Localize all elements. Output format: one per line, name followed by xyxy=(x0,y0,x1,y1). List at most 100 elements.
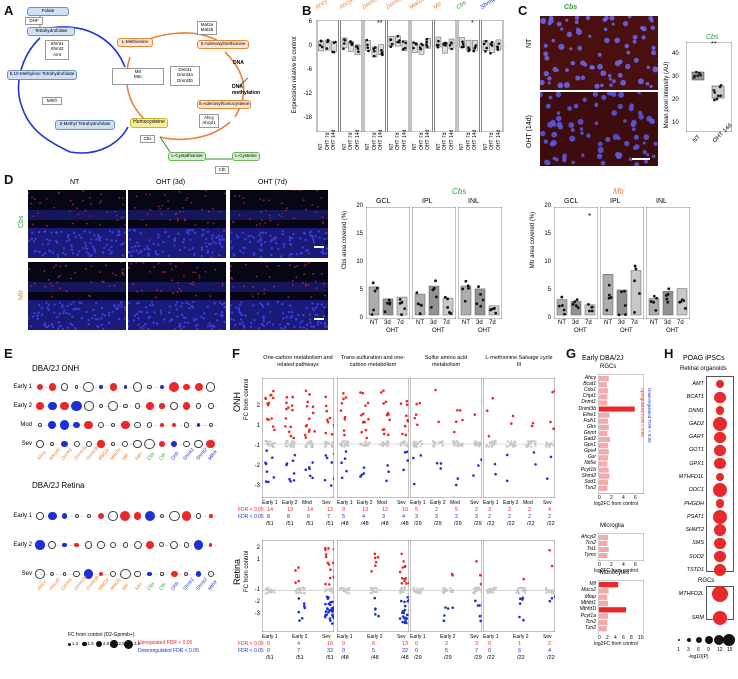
retina-nucleus xyxy=(266,302,269,305)
panel-c-point-oht xyxy=(716,94,720,98)
panel-c-point-oht xyxy=(712,88,716,92)
panel-b-group-label: OHT 14d xyxy=(401,129,408,150)
node-dnmt: Dnmt1 Dnmt3a Dnmt3b xyxy=(170,66,200,86)
micrograph-nucleus xyxy=(627,16,632,19)
retina-nucleus xyxy=(244,238,247,241)
retina-nucleus xyxy=(282,243,285,246)
retina-nucleus xyxy=(241,251,245,255)
retina-nucleus xyxy=(137,301,140,305)
panel-b-point xyxy=(425,40,429,44)
panel-b-group-label: OHT 7d xyxy=(489,132,495,150)
panel-f-point-up xyxy=(287,406,290,409)
panel-e-dot xyxy=(147,571,153,577)
panel-f-point-up xyxy=(385,413,389,417)
panel-f-xlabel: Mod xyxy=(450,500,460,506)
panel-e-dot xyxy=(50,442,55,446)
panel-e-dot xyxy=(73,570,80,578)
panel-f-point-down xyxy=(340,476,344,480)
panel-h-gene-label: DNM1 xyxy=(688,407,704,414)
retina-nucleus xyxy=(128,319,130,323)
micrograph-nucleus xyxy=(597,146,604,153)
panel-f-point-up xyxy=(271,425,275,428)
panel-b-point xyxy=(442,43,446,46)
retina-nucleus xyxy=(211,234,215,237)
panel-f-count-up: 12 xyxy=(382,507,389,513)
retina-signal xyxy=(277,264,280,267)
retina-nucleus xyxy=(38,303,41,307)
panel-b-point xyxy=(482,42,486,46)
panel-f-count-down: 0 xyxy=(488,648,492,654)
retina-inl-band xyxy=(128,210,226,220)
panel-e-legend-value: 1.6 xyxy=(87,641,94,646)
retina-signal xyxy=(88,196,91,199)
panel-f-count-down: 8 xyxy=(267,514,271,520)
panel-f-frame xyxy=(410,378,482,498)
panel-f-point-down xyxy=(444,606,447,609)
panel-e-dot xyxy=(120,568,131,580)
panel-d-box xyxy=(368,286,380,316)
panel-g-bar xyxy=(599,412,610,418)
panel-f-point-ns xyxy=(477,587,480,590)
panel-g-gene-label: Pcyt1a xyxy=(580,612,596,619)
panel-d-x-nt: NT xyxy=(370,320,378,326)
micrograph-nucleus xyxy=(614,37,621,44)
panel-e-gene-label: Cth xyxy=(158,452,168,462)
retina-nucleus xyxy=(270,247,273,250)
panel-f-point-up xyxy=(458,409,462,412)
panel-g-gene-label: Tcn2 xyxy=(585,540,596,546)
panel-f-point-ns xyxy=(553,589,555,593)
retina-signal xyxy=(322,221,324,223)
panel-f-point-ns xyxy=(374,590,377,594)
panel-f-count-down: 6 xyxy=(518,648,522,654)
retina-signal xyxy=(204,195,207,197)
micrograph-nucleus xyxy=(573,103,579,109)
panel-f-point-ns xyxy=(549,443,553,446)
panel-h-gene-label: TSTD1 xyxy=(686,567,704,573)
retina-nucleus xyxy=(154,250,157,253)
panel-f-count-total: /22 xyxy=(527,521,535,527)
node-cystathionine: L-Cystathionine xyxy=(168,152,206,161)
panel-e-dot xyxy=(48,383,56,391)
panel-f-point-ns xyxy=(441,444,445,447)
retina-signal xyxy=(155,296,157,299)
retina-nucleus xyxy=(290,310,294,314)
micrograph-retina xyxy=(28,262,126,330)
retina-nucleus xyxy=(312,241,316,244)
panel-h-gene-label: BCAT1 xyxy=(686,394,704,401)
micrograph-nucleus xyxy=(605,136,611,143)
panel-f-point-down xyxy=(549,455,553,459)
panel-f-count-down: 3 xyxy=(382,514,386,520)
retina-signal xyxy=(163,193,166,196)
retina-nucleus xyxy=(120,243,123,246)
micrograph-nucleus xyxy=(567,106,573,111)
micrograph-nucleus xyxy=(633,57,639,63)
retina-signal xyxy=(102,281,105,283)
panel-f-point-ns xyxy=(325,442,328,445)
retina-signal xyxy=(302,281,305,284)
retina-nucleus xyxy=(324,252,328,255)
panel-f-point-down xyxy=(400,599,403,603)
panel-f-count-down: 4 xyxy=(362,514,366,520)
panel-e-dot xyxy=(110,570,117,578)
panel-h-legend-tick: 15 xyxy=(727,647,733,653)
retina-nucleus xyxy=(56,315,59,319)
panel-d-ytick: 15 xyxy=(356,231,363,237)
panel-b-group-label: OHT 14d xyxy=(425,129,431,150)
retina-nucleus xyxy=(241,321,244,324)
micrograph-nucleus xyxy=(569,47,573,51)
panel-f-count-down: 2 xyxy=(548,514,552,520)
panel-d-point xyxy=(443,295,447,299)
retina-nucleus xyxy=(74,235,77,239)
retina-signal xyxy=(141,218,144,221)
panel-g-xtick: 0 xyxy=(598,562,601,568)
panel-f-count-total: /22 xyxy=(487,521,495,527)
panel-f-point-down xyxy=(325,595,329,599)
panel-d-box xyxy=(428,285,440,316)
retina-nucleus xyxy=(114,239,118,242)
panel-e-dot xyxy=(36,402,44,410)
panel-f-xlabel: Mod xyxy=(377,500,387,506)
retina-nucleus xyxy=(46,306,49,309)
retina-nucleus xyxy=(200,315,203,319)
micrograph-nucleus xyxy=(655,67,658,72)
panel-f-point-ns xyxy=(441,590,445,593)
